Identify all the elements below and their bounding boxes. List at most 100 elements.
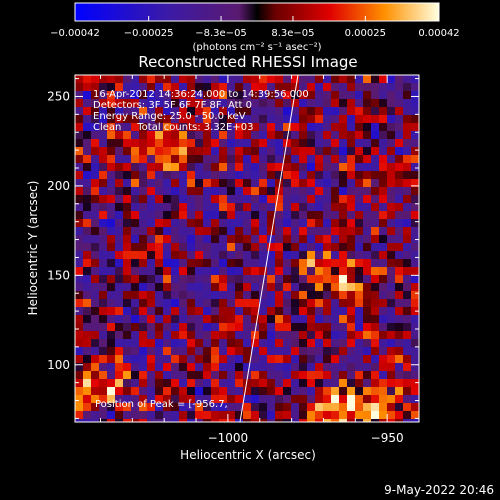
heatmap-cell <box>379 163 387 171</box>
heatmap-cell <box>203 267 211 275</box>
heatmap-cell <box>363 91 371 99</box>
heatmap-cell <box>219 371 227 379</box>
heatmap-cell <box>91 147 99 155</box>
heatmap-cell <box>347 283 355 291</box>
heatmap-cell <box>355 275 363 283</box>
heatmap-cell <box>163 147 171 155</box>
heatmap-cell <box>91 251 99 259</box>
heatmap-cell <box>283 227 291 235</box>
heatmap-cell <box>235 75 243 83</box>
heatmap-cell <box>91 243 99 251</box>
heatmap-cell <box>403 83 411 91</box>
heatmap-cell <box>171 331 179 339</box>
heatmap-cell <box>411 315 419 323</box>
heatmap-cell <box>235 411 243 419</box>
heatmap-cell <box>291 131 299 139</box>
heatmap-cell <box>91 211 99 219</box>
heatmap-cell <box>291 339 299 347</box>
heatmap-cell <box>211 147 219 155</box>
heatmap-cell <box>187 315 195 323</box>
colorbar-tick-label: 8.3e−05 <box>271 28 314 39</box>
heatmap-cell <box>219 419 227 422</box>
heatmap-cell <box>91 395 99 403</box>
heatmap-cell <box>395 283 403 291</box>
heatmap-cell <box>267 395 275 403</box>
heatmap-cell <box>187 291 195 299</box>
heatmap-cell <box>331 211 339 219</box>
heatmap-cell <box>251 283 259 291</box>
heatmap-cell <box>171 395 179 403</box>
heatmap-cell <box>99 155 107 163</box>
heatmap-cell <box>179 331 187 339</box>
heatmap-cell <box>411 323 419 331</box>
heatmap-cell <box>211 123 219 131</box>
heatmap-cell <box>243 75 251 83</box>
heatmap-cell <box>339 331 347 339</box>
heatmap-cell <box>131 163 139 171</box>
heatmap-cell <box>99 315 107 323</box>
heatmap-cell <box>131 243 139 251</box>
heatmap-cell <box>211 395 219 403</box>
heatmap-cell <box>75 211 83 219</box>
heatmap-cell <box>195 291 203 299</box>
heatmap-cell <box>395 275 403 283</box>
heatmap-cell <box>355 339 363 347</box>
heatmap-cell <box>355 371 363 379</box>
heatmap-cell <box>411 387 419 395</box>
heatmap-cell <box>187 411 195 419</box>
heatmap-cell <box>107 371 115 379</box>
heatmap-cell <box>99 91 107 99</box>
heatmap-cell <box>355 331 363 339</box>
heatmap-cell <box>115 107 123 115</box>
heatmap-cell <box>315 339 323 347</box>
heatmap-cell <box>219 235 227 243</box>
heatmap-cell <box>171 387 179 395</box>
heatmap-cell <box>123 315 131 323</box>
heatmap-cell <box>315 171 323 179</box>
heatmap-cell <box>235 347 243 355</box>
heatmap-cell <box>299 155 307 163</box>
heatmap-cell <box>243 275 251 283</box>
heatmap-cell <box>171 155 179 163</box>
heatmap-cell <box>171 91 179 99</box>
heatmap-cell <box>195 347 203 355</box>
heatmap-cell <box>371 227 379 235</box>
heatmap-cell <box>235 83 243 91</box>
heatmap-cell <box>291 371 299 379</box>
heatmap-cell <box>195 235 203 243</box>
heatmap-cell <box>403 411 411 419</box>
heatmap-cell <box>355 163 363 171</box>
heatmap-cell <box>371 235 379 243</box>
heatmap-cell <box>91 203 99 211</box>
heatmap-cell <box>379 387 387 395</box>
heatmap-cell <box>339 227 347 235</box>
heatmap-cell <box>219 131 227 139</box>
heatmap-cell <box>115 123 123 131</box>
heatmap-cell <box>411 331 419 339</box>
heatmap-cell <box>315 283 323 291</box>
heatmap-cell <box>211 91 219 99</box>
heatmap-cell <box>99 267 107 275</box>
heatmap-cell <box>179 187 187 195</box>
heatmap-cell <box>379 243 387 251</box>
heatmap-cell <box>411 219 419 227</box>
heatmap-cell <box>195 155 203 163</box>
heatmap-cell <box>211 179 219 187</box>
heatmap-cell <box>267 243 275 251</box>
heatmap-cell <box>379 251 387 259</box>
heatmap-cell <box>155 251 163 259</box>
heatmap-cell <box>83 315 91 323</box>
heatmap-cell <box>131 211 139 219</box>
heatmap-cell <box>283 355 291 363</box>
heatmap-cell <box>75 291 83 299</box>
heatmap-cell <box>291 251 299 259</box>
heatmap-cell <box>267 323 275 331</box>
heatmap-cell <box>131 267 139 275</box>
heatmap-cell <box>299 315 307 323</box>
heatmap-cell <box>403 195 411 203</box>
heatmap-cell <box>251 155 259 163</box>
heatmap-cell <box>235 211 243 219</box>
heatmap-cell <box>347 123 355 131</box>
heatmap-cell <box>315 115 323 123</box>
